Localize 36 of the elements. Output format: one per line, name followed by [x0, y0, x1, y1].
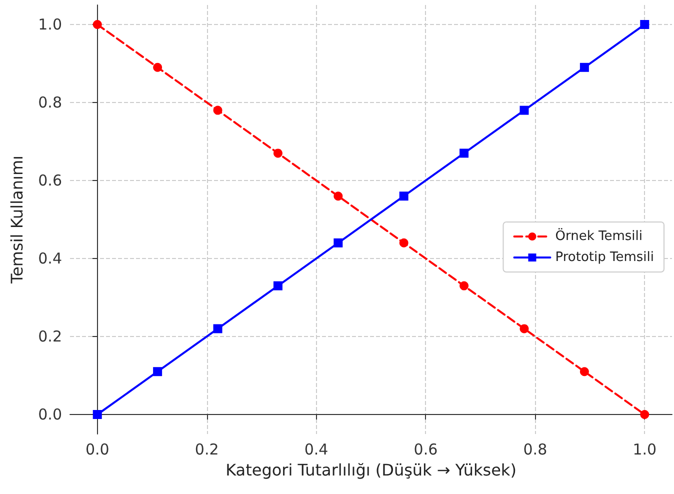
x-tick-label: 0.0 [85, 440, 110, 458]
x-tick-label: 0.4 [304, 440, 328, 458]
y-tick-label: 0.8 [38, 94, 62, 112]
point [153, 62, 162, 72]
point [92, 20, 102, 29]
legend-label: Örnek Temsili [555, 228, 642, 244]
point [580, 62, 589, 72]
point [92, 410, 102, 419]
point [520, 106, 529, 115]
x-tick-label: 0.8 [523, 440, 548, 458]
point [334, 192, 343, 201]
point [640, 410, 650, 419]
point [213, 106, 222, 115]
y-tick-label: 1.0 [38, 16, 62, 34]
point [460, 281, 469, 290]
y-tick-label: 0.6 [38, 172, 62, 190]
legend-label: Prototip Temsili [555, 250, 654, 265]
y-tick-label: 0.0 [38, 406, 62, 424]
point [640, 20, 650, 29]
x-tick-label: 0.2 [194, 440, 219, 458]
point [399, 238, 408, 248]
y-tick-label: 0.4 [38, 250, 62, 268]
point [399, 192, 408, 201]
point [273, 281, 282, 290]
point [273, 148, 282, 158]
point [460, 148, 469, 158]
point [213, 324, 222, 334]
x-axis-title: Kategori Tutarlılığı (Düşük → Yüksek) [226, 460, 516, 480]
x-tick-label: 0.6 [414, 440, 438, 458]
point [153, 367, 162, 376]
point [580, 367, 589, 376]
point [520, 324, 529, 334]
y-axis-title: Temsil Kullanımı [8, 156, 26, 284]
point [334, 238, 343, 248]
y-tick-label: 0.2 [38, 328, 62, 346]
x-tick-label: 1.0 [632, 440, 657, 458]
